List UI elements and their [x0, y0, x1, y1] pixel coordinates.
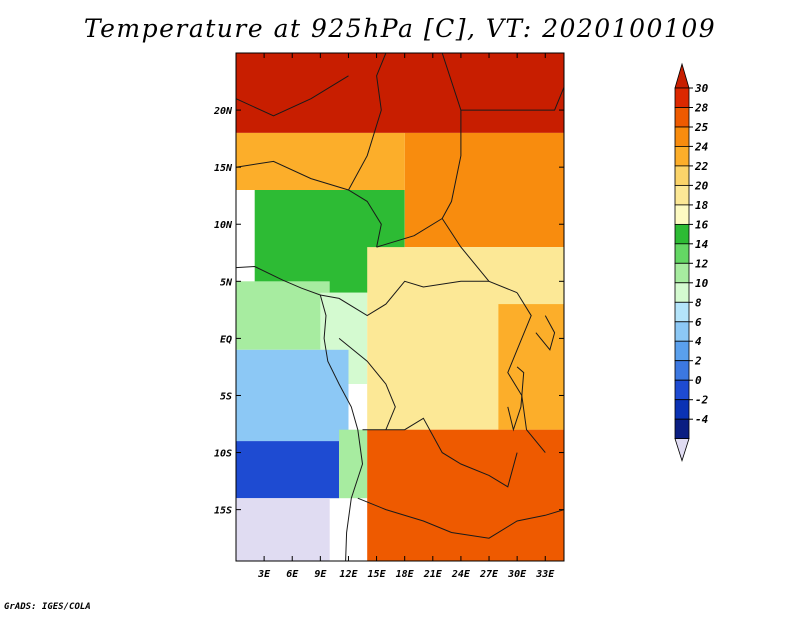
x-tick-label: 15E: [368, 569, 387, 580]
x-tick-label: 24E: [451, 569, 471, 580]
colorbar-cell: [674, 282, 690, 303]
colorbar-cell: [674, 418, 690, 440]
colorbar-cell: [674, 107, 690, 128]
colorbar-label: 6: [695, 316, 702, 329]
y-tick-label: 5N: [220, 277, 233, 288]
temp-region-sahara-north: [236, 53, 564, 133]
colorbar-label: -2: [695, 394, 709, 407]
colorbar-label: 20: [694, 179, 709, 192]
colorbar-label: 8: [695, 296, 702, 309]
temp-region-gulf-of-guinea: [236, 281, 330, 350]
x-tick-label: 6E: [286, 569, 299, 580]
border-line: [357, 497, 565, 539]
border-line: [320, 280, 489, 317]
y-tick-label: 10S: [214, 449, 232, 460]
border-line: [235, 75, 349, 117]
x-tick-label: 27E: [479, 569, 499, 580]
grads-credit: GrADS: IGES/COLA: [4, 602, 91, 612]
colorbar-cell: [674, 399, 690, 420]
plot-frame: [235, 52, 565, 562]
border-line: [441, 110, 462, 219]
y-axis: 20N 15N 10N 5N EQ 5S 10S 15S: [213, 106, 564, 517]
colorbar-triangle-top: [674, 62, 690, 89]
colorbar-cell: [674, 184, 690, 206]
colorbar-label: 16: [695, 218, 709, 231]
y-tick-label: 20N: [213, 106, 233, 117]
colorbar-cell: [674, 204, 690, 225]
colorbar-label: 28: [694, 102, 709, 115]
x-tick-label: 3E: [257, 569, 271, 580]
colorbar-label: 25: [694, 121, 709, 134]
colorbar-label: 18: [695, 199, 709, 212]
temp-region-sahel-west: [236, 132, 405, 190]
border-line: [362, 417, 518, 488]
temp-region-sahel-east: [404, 132, 564, 248]
x-axis: 3E 6E 9E 12E 15E 18E 21E 24E 27E 30E 33E: [257, 53, 555, 580]
x-tick-label: 21E: [423, 569, 443, 580]
colorbar-label: 24: [694, 140, 709, 153]
borders-layer: [235, 52, 565, 562]
y-tick-label: 15S: [214, 506, 232, 517]
temp-region-southern-congo-and-zambia: [367, 429, 564, 561]
border-line: [376, 217, 518, 294]
colorbar-triangle-bottom: [674, 438, 690, 462]
colorbar-label: 12: [695, 257, 709, 270]
colorbar-label: 30: [694, 82, 709, 95]
y-tick-label: EQ: [220, 334, 232, 345]
colorbar-cell: [674, 126, 690, 147]
border-line: [338, 338, 396, 430]
border-line: [348, 52, 387, 191]
colorbar-cell: [674, 165, 690, 186]
border-line: [507, 292, 546, 453]
temp-region-south-atlantic-near-equator: [236, 349, 349, 442]
border-line: [507, 366, 525, 432]
y-tick-label: 10N: [214, 220, 233, 231]
x-tick-label: 33E: [535, 569, 555, 580]
border-line: [441, 52, 565, 111]
temp-region-south-atlantic: [236, 441, 340, 499]
colorbar-cell: [674, 321, 690, 342]
colorbar-label: 4: [695, 335, 702, 348]
colorbar-label: 0: [695, 374, 702, 387]
colorbar-cell: [674, 360, 690, 381]
border-line: [535, 315, 556, 351]
y-tick-label: 5S: [220, 391, 232, 402]
colorbar-cell: [674, 301, 690, 323]
temp-region-benguela: [236, 498, 330, 561]
colorbar-cell: [674, 223, 690, 245]
border-line: [235, 265, 364, 562]
colorbar-label: 2: [694, 355, 702, 368]
colorbar-cell: [674, 340, 690, 362]
x-tick-label: 12E: [339, 569, 358, 580]
colorbar-label: -4: [695, 413, 709, 426]
x-tick-label: 18E: [396, 569, 415, 580]
colorbar-label: 10: [695, 277, 709, 290]
chart-title: Temperature at 925hPa [C], VT: 202010010…: [83, 14, 717, 43]
colorbar-cell: [674, 262, 690, 284]
y-tick-label: 15N: [214, 163, 233, 174]
colorbar-label: 14: [695, 238, 709, 251]
colorbar-cell: [674, 243, 690, 264]
x-tick-label: 30E: [507, 569, 527, 580]
map-layer: [236, 53, 564, 561]
temp-region-great-lakes-highlands: [498, 304, 564, 430]
colorbar-cell: [674, 145, 690, 167]
x-tick-label: 9E: [314, 569, 327, 580]
colorbar-cell: [674, 87, 690, 108]
colorbar-label: 22: [694, 160, 709, 173]
colorbar-cell: [674, 379, 690, 401]
